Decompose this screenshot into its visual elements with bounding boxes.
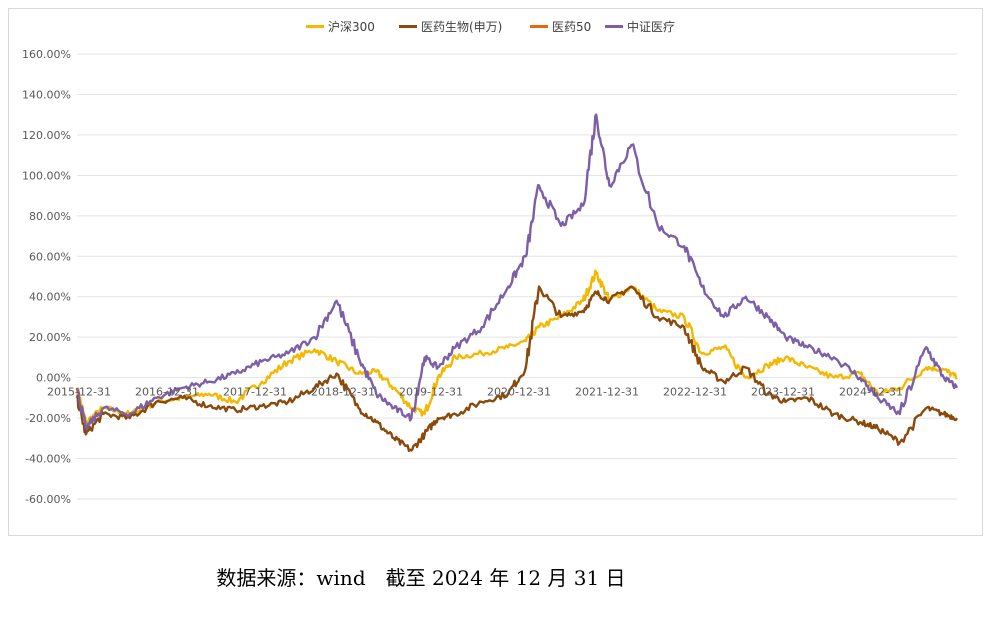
- legend-label: 医药生物(申万): [421, 20, 502, 34]
- legend-swatch: [399, 25, 417, 28]
- y-tick-label: -60.00%: [25, 493, 71, 506]
- y-tick-label: 0.00%: [36, 372, 71, 385]
- y-tick-label: 60.00%: [29, 250, 71, 263]
- x-tick-label: 2019-12-31: [399, 386, 463, 399]
- y-tick-label: -40.00%: [25, 453, 71, 466]
- x-tick-label: 2017-12-31: [223, 386, 287, 399]
- legend-label: 沪深300: [328, 20, 375, 34]
- y-tick-label: 100.00%: [22, 169, 71, 182]
- y-tick-label: 160.00%: [22, 48, 71, 61]
- legend: 沪深300 医药生物(申万) 医药50 中证医疗: [306, 19, 675, 34]
- series-line-0: [75, 269, 958, 425]
- legend-swatch: [306, 25, 324, 28]
- y-tick-label: -20.00%: [25, 412, 71, 425]
- legend-label: 中证医疗: [627, 19, 675, 34]
- legend-swatch: [605, 25, 623, 28]
- y-tick-label: 20.00%: [29, 331, 71, 344]
- x-tick-label: 2020-12-31: [487, 386, 551, 399]
- x-axis-ticks: 2015-12-31 2016-12-31 2017-12-31 2018-12-31…: [47, 386, 903, 399]
- series-lines: [75, 113, 959, 452]
- y-axis-ticks: 160.00% 140.00% 120.00% 100.00% 80.00% 60.00%…: [22, 48, 71, 506]
- chart-frame: 沪深300 医药生物(申万) 医药50 中证医疗 160.00% 140.00% 120.…: [8, 8, 983, 536]
- x-tick-label: 2016-12-31: [135, 386, 199, 399]
- y-tick-label: 140.00%: [22, 88, 71, 101]
- x-tick-label: 2024-12-31: [839, 386, 903, 399]
- series-line-1: [75, 285, 959, 452]
- x-tick-label: 2023-12-31: [751, 386, 815, 399]
- x-tick-label: 2015-12-31: [47, 386, 111, 399]
- x-tick-label: 2022-12-31: [663, 386, 727, 399]
- source-caption: 数据来源：wind 截至 2024 年 12 月 31 日: [216, 566, 626, 590]
- gridlines: [77, 53, 957, 500]
- legend-swatch: [530, 25, 548, 28]
- line-chart: 沪深300 医药生物(申万) 医药50 中证医疗 160.00% 140.00% 120.…: [22, 19, 959, 506]
- legend-label: 医药50: [552, 20, 591, 34]
- x-tick-label: 2021-12-31: [575, 386, 639, 399]
- y-tick-label: 80.00%: [29, 210, 71, 223]
- series-line-3: [75, 113, 959, 431]
- y-tick-label: 120.00%: [22, 129, 71, 142]
- y-tick-label: 40.00%: [29, 291, 71, 304]
- x-tick-label: 2018-12-31: [311, 386, 375, 399]
